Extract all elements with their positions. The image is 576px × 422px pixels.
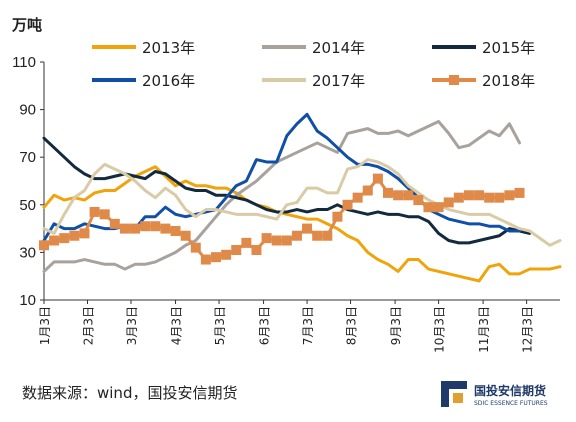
- x-tick-label: 3月3日: [125, 306, 139, 345]
- legend-label: 2015年: [482, 39, 535, 57]
- logo-mark-icon: [441, 381, 467, 407]
- series-line-2017: [42, 158, 562, 247]
- legend-label: 2018年: [482, 72, 535, 90]
- x-tick-label: 8月3日: [345, 306, 359, 345]
- series-marker: [79, 228, 90, 239]
- x-tick-label: 11月3日: [477, 306, 491, 353]
- series-marker: [261, 233, 272, 244]
- series-marker: [332, 211, 343, 222]
- series-marker: [211, 252, 221, 263]
- series-marker: [59, 233, 70, 244]
- series-marker: [504, 190, 515, 201]
- series-marker: [302, 223, 313, 234]
- data-source-note: 数据来源：wind，国投安信期货: [22, 384, 238, 402]
- series-marker: [484, 192, 495, 203]
- logo-subtitle: SDIC ESSENCE FUTURES: [474, 400, 548, 407]
- x-tick-label: 10月3日: [433, 306, 447, 353]
- x-tick-label: 6月3日: [258, 306, 272, 345]
- y-tick-label: 50: [19, 197, 36, 214]
- series-marker: [190, 242, 201, 253]
- series-marker: [443, 197, 454, 208]
- series-marker: [352, 192, 363, 203]
- y-tick-label: 10: [19, 292, 36, 309]
- series-marker: [99, 209, 110, 220]
- series-marker: [39, 240, 49, 251]
- series-marker: [69, 230, 80, 241]
- y-tick-label: 70: [19, 149, 36, 166]
- series-marker: [463, 190, 474, 201]
- series-marker: [221, 249, 232, 260]
- series-marker: [200, 254, 211, 265]
- x-tick-label: 12月3日: [521, 306, 535, 353]
- company-logo: 国投安信期货 SDIC ESSENCE FUTURES: [440, 378, 570, 414]
- y-axis-unit-label: 万吨: [12, 16, 43, 34]
- series-marker: [453, 192, 464, 203]
- series-marker: [180, 230, 191, 241]
- series-marker: [423, 202, 434, 213]
- series-line-2014: [42, 120, 522, 273]
- y-tick-label: 110: [12, 54, 36, 71]
- series-marker: [271, 235, 282, 246]
- series-marker: [474, 190, 485, 201]
- logo-name: 国投安信期货: [474, 384, 547, 398]
- x-tick-label: 7月3日: [301, 306, 315, 345]
- series-marker: [281, 235, 292, 246]
- series-marker: [130, 223, 141, 234]
- series-marker: [494, 192, 505, 203]
- series-marker: [514, 187, 525, 198]
- series-marker: [89, 206, 100, 217]
- x-tick-label: 2月3日: [82, 306, 96, 345]
- series-line-2013: [42, 165, 562, 283]
- x-tick-label: 5月3日: [213, 306, 227, 345]
- legend-label: 2013年: [142, 39, 195, 57]
- series-marker: [119, 223, 130, 234]
- x-tick-label: 9月3日: [389, 306, 403, 345]
- series-marker: [140, 221, 151, 232]
- series-marker: [170, 225, 181, 236]
- series-marker: [291, 230, 302, 241]
- series-marker: [403, 190, 414, 201]
- series-marker: [413, 195, 424, 206]
- series-marker: [362, 185, 373, 196]
- y-tick-label: 30: [19, 244, 36, 261]
- legend-label: 2016年: [142, 72, 195, 90]
- x-tick-label: 1月3日: [38, 306, 52, 345]
- series-marker: [251, 245, 262, 256]
- series-marker: [231, 245, 242, 256]
- series-marker: [109, 218, 120, 229]
- y-tick-label: 90: [19, 102, 36, 119]
- series-marker: [433, 202, 444, 213]
- series-marker: [160, 223, 171, 234]
- series-marker: [383, 187, 393, 198]
- series-marker: [241, 237, 252, 248]
- series-marker: [393, 190, 404, 201]
- series-marker: [342, 199, 353, 210]
- series-marker: [150, 221, 161, 232]
- series-marker: [372, 173, 383, 184]
- series-marker: [312, 230, 323, 241]
- legend-label: 2017年: [312, 72, 365, 90]
- x-tick-label: 4月3日: [170, 306, 184, 345]
- series-marker: [322, 230, 333, 241]
- legend-label: 2014年: [312, 39, 365, 57]
- series-marker: [49, 235, 60, 246]
- legend-marker: [449, 75, 459, 85]
